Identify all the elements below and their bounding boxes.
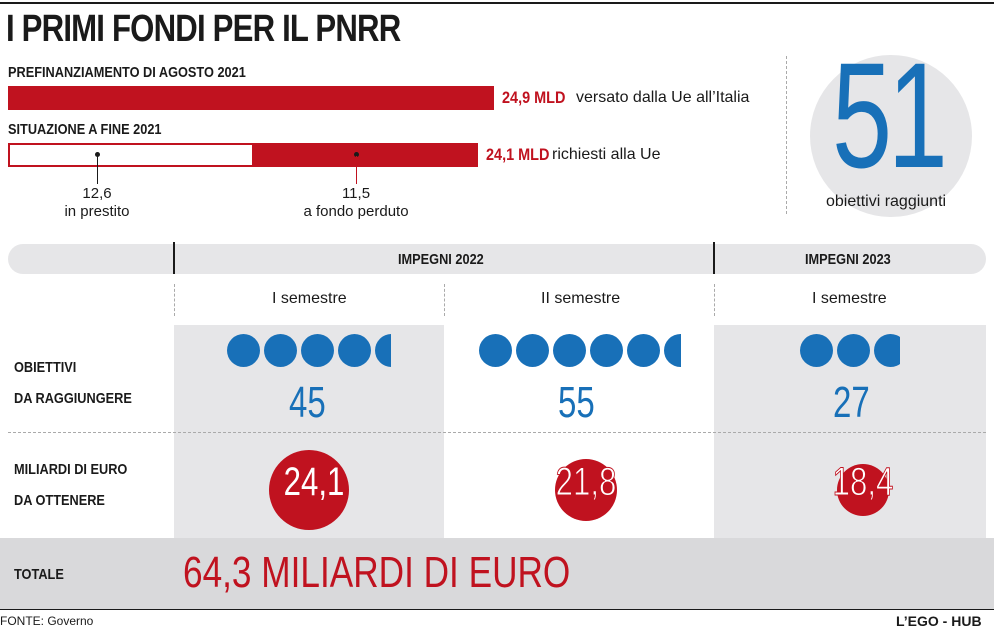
objective-dot: [516, 334, 549, 367]
obiettivi-row-label-2: DA RAGGIUNGERE: [14, 390, 132, 407]
loan-pointer-dot: [95, 152, 100, 157]
situazione-label: SITUAZIONE A FINE 2021: [8, 121, 162, 138]
objectives-achieved-label: obiettivi raggiunti: [826, 193, 947, 210]
prefinanziamento-bar: [8, 86, 494, 110]
objective-dot: [479, 334, 512, 367]
row-divider: [8, 432, 986, 433]
header-separator: [713, 242, 715, 274]
impegni-2022-header: IMPEGNI 2022: [398, 251, 484, 268]
bottom-rule: [0, 609, 994, 610]
funds-circle-1: [269, 450, 349, 530]
objective-dot: [375, 334, 391, 367]
loan-pointer-line: [97, 156, 98, 184]
prefinanziamento-desc: versato dalla Ue all’Italia: [576, 89, 750, 106]
objective-dot: [301, 334, 334, 367]
funds-value: 21,8: [555, 460, 617, 505]
objective-dot: [874, 334, 900, 367]
funds-value: 18,4: [832, 460, 894, 505]
obiettivi-row-label-1: OBIETTIVI: [14, 359, 77, 376]
objective-dot: [664, 334, 681, 367]
semester-label: II semestre: [541, 290, 621, 307]
funds-circle-3: [837, 464, 889, 516]
col-divider: [444, 284, 445, 316]
chart-title: I PRIMI FONDI PER IL PNRR: [6, 8, 401, 50]
loan-bar-segment: [8, 143, 254, 167]
semester-label: I semestre: [272, 290, 347, 307]
objectives-achieved-number: 51: [832, 31, 948, 199]
objective-dot: [227, 334, 260, 367]
col-divider: [714, 284, 715, 316]
source-note: FONTE: Governo: [0, 614, 94, 628]
totale-value: 64,3 MILIARDI DI EURO: [183, 548, 571, 597]
semester-label: I semestre: [812, 290, 887, 307]
miliardi-row-label-1: MILIARDI DI EURO: [14, 461, 128, 478]
grant-pointer-dot: [354, 152, 359, 157]
funds-value: 24,1: [283, 460, 345, 504]
top-rule: [0, 2, 994, 4]
header-separator: [173, 242, 175, 274]
header-pill: [8, 244, 986, 274]
grant-bar-segment: [253, 143, 479, 167]
impegni-2023-header: IMPEGNI 2023: [805, 251, 891, 268]
objectives-circle: [810, 55, 972, 217]
funds-circle-2: [555, 459, 617, 521]
prefinanziamento-value: 24,9 MLD: [502, 88, 566, 107]
objectives-dots-3: [800, 334, 900, 367]
grant-pointer-line: [356, 156, 357, 184]
divider-dashed: [786, 56, 787, 214]
totale-band: [0, 538, 994, 610]
objectives-dots-1: [227, 334, 391, 367]
objective-dot: [590, 334, 623, 367]
objective-dot: [627, 334, 660, 367]
situazione-value: 24,1 MLD: [486, 145, 550, 164]
objective-dot: [338, 334, 371, 367]
grant-value: 11,5: [341, 185, 371, 202]
miliardi-row-label-2: DA OTTENERE: [14, 492, 105, 509]
grant-desc: a fondo perduto: [303, 203, 409, 220]
objectives-value: 55: [558, 378, 595, 427]
situazione-desc: richiesti alla Ue: [552, 146, 661, 163]
objective-dot: [800, 334, 833, 367]
objective-dot: [264, 334, 297, 367]
prefinanziamento-label: PREFINANZIAMENTO DI AGOSTO 2021: [8, 64, 246, 81]
loan-desc: in prestito: [64, 203, 130, 220]
col-divider: [174, 284, 175, 316]
objectives-dots-2: [479, 334, 681, 367]
totale-label: TOTALE: [14, 566, 64, 583]
objective-dot: [837, 334, 870, 367]
objectives-value: 27: [833, 378, 870, 427]
loan-value: 12,6: [82, 185, 112, 202]
brand-logo: L’EGO - HUB: [896, 613, 982, 629]
objectives-value: 45: [289, 378, 326, 427]
objective-dot: [553, 334, 586, 367]
